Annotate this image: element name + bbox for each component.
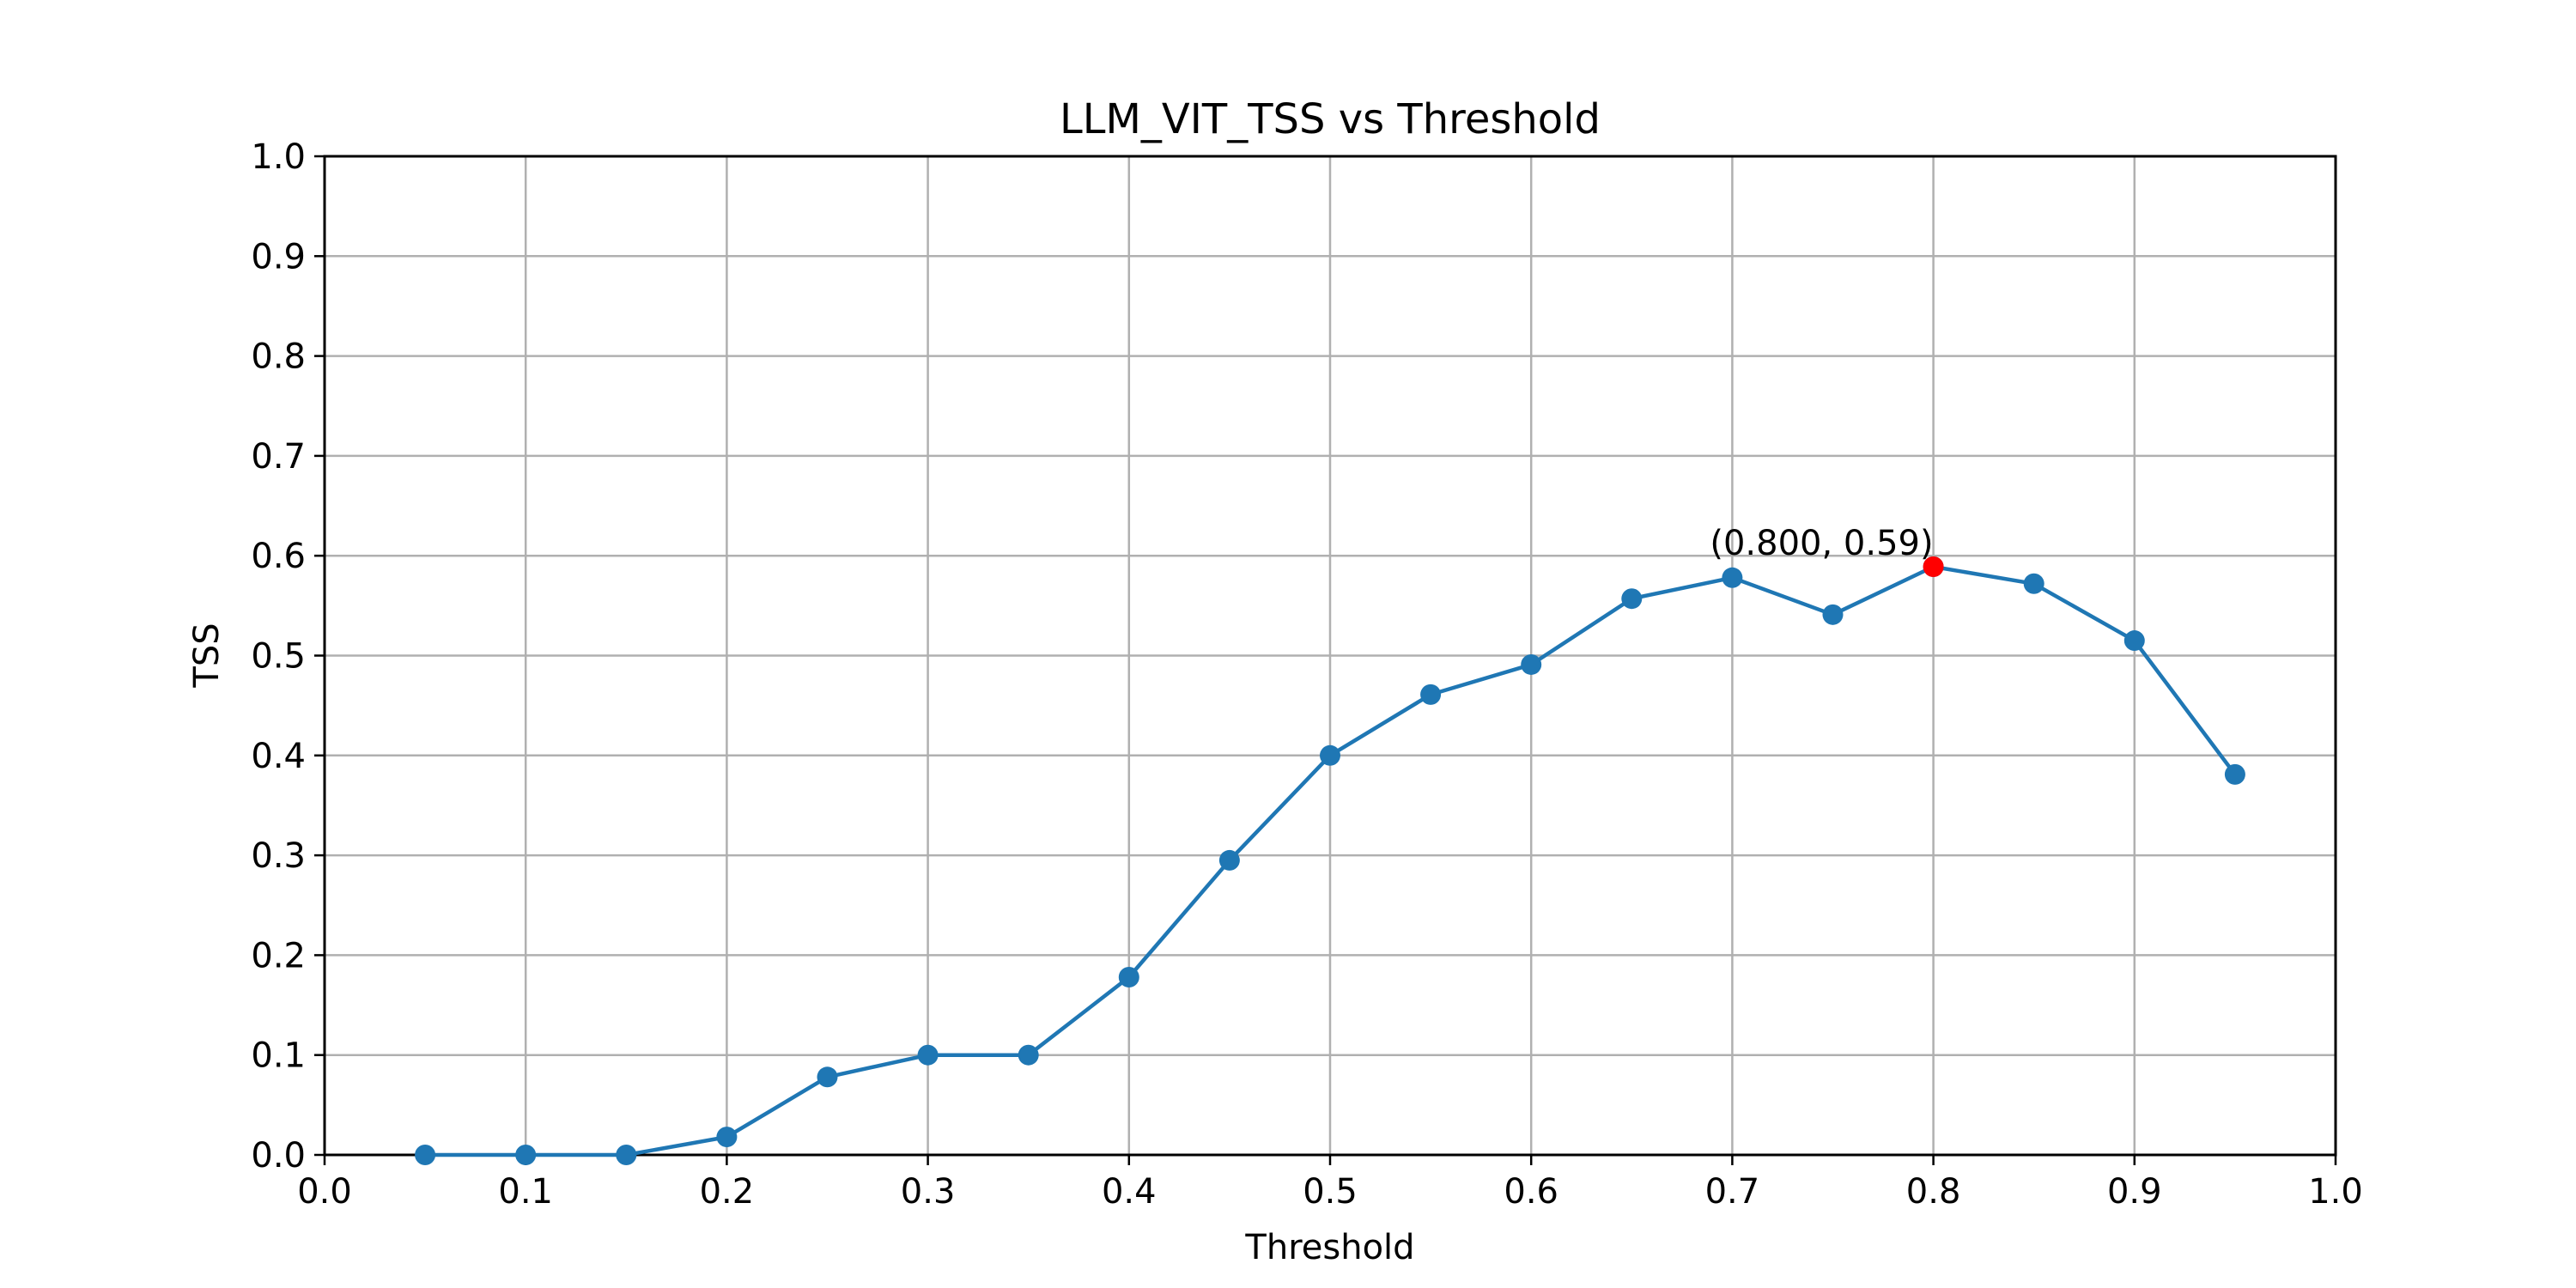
chart-title: LLM_VIT_TSS vs Threshold (1060, 95, 1601, 143)
data-point (1118, 966, 1139, 987)
data-point (515, 1145, 537, 1165)
x-tick-label: 0.9 (2107, 1172, 2162, 1212)
y-tick-label: 0.4 (251, 737, 306, 776)
y-tick-label: 0.5 (251, 637, 306, 677)
x-tick-label: 0.0 (297, 1172, 352, 1212)
data-point (1621, 588, 1643, 610)
y-tick-label: 0.2 (251, 936, 306, 975)
data-point (616, 1145, 637, 1165)
axis-ticks: 0.0 0.1 0.2 0.3 0.4 0.5 0.6 0.7 0.8 0.9 1.0 0.0 0.1 0… (251, 137, 2362, 1212)
x-tick-label: 0.8 (1906, 1172, 1961, 1212)
x-axis-label: Threshold (1244, 1228, 1414, 1267)
data-point (1018, 1044, 1039, 1066)
data-point (1218, 849, 1240, 871)
highlight-point (1923, 556, 1944, 577)
data-point (1521, 653, 1542, 675)
x-tick-label: 0.3 (901, 1172, 956, 1212)
y-axis-label: TSS (187, 623, 227, 688)
data-point (1320, 744, 1340, 766)
data-point (917, 1044, 939, 1066)
x-tick-label: 0.1 (498, 1172, 553, 1212)
data-point (2123, 630, 2145, 652)
y-tick-label: 0.8 (251, 337, 306, 377)
data-point (1822, 604, 1844, 625)
highlight-annotation: (0.800, 0.59) (1710, 524, 1933, 563)
x-tick-label: 0.6 (1504, 1172, 1558, 1212)
x-tick-label: 0.7 (1705, 1172, 1760, 1212)
data-point (817, 1066, 838, 1088)
data-point (2023, 573, 2044, 594)
x-tick-label: 1.0 (2308, 1172, 2363, 1212)
highlight: (0.800, 0.59) (1710, 524, 1944, 577)
x-tick-label: 0.4 (1102, 1172, 1157, 1212)
data-point (1722, 567, 1743, 588)
data-point (1420, 683, 1442, 705)
y-tick-label: 0.1 (251, 1036, 306, 1076)
x-tick-label: 0.5 (1303, 1172, 1358, 1212)
data-point (2224, 763, 2245, 785)
y-tick-label: 0.0 (251, 1136, 306, 1176)
x-tick-label: 0.2 (700, 1172, 755, 1212)
y-tick-label: 0.6 (251, 537, 306, 576)
y-tick-label: 0.7 (251, 437, 306, 477)
y-tick-label: 1.0 (251, 137, 306, 177)
data-point (415, 1145, 436, 1165)
y-tick-label: 0.3 (251, 836, 306, 876)
y-tick-label: 0.9 (251, 237, 306, 276)
data-point (716, 1127, 738, 1148)
